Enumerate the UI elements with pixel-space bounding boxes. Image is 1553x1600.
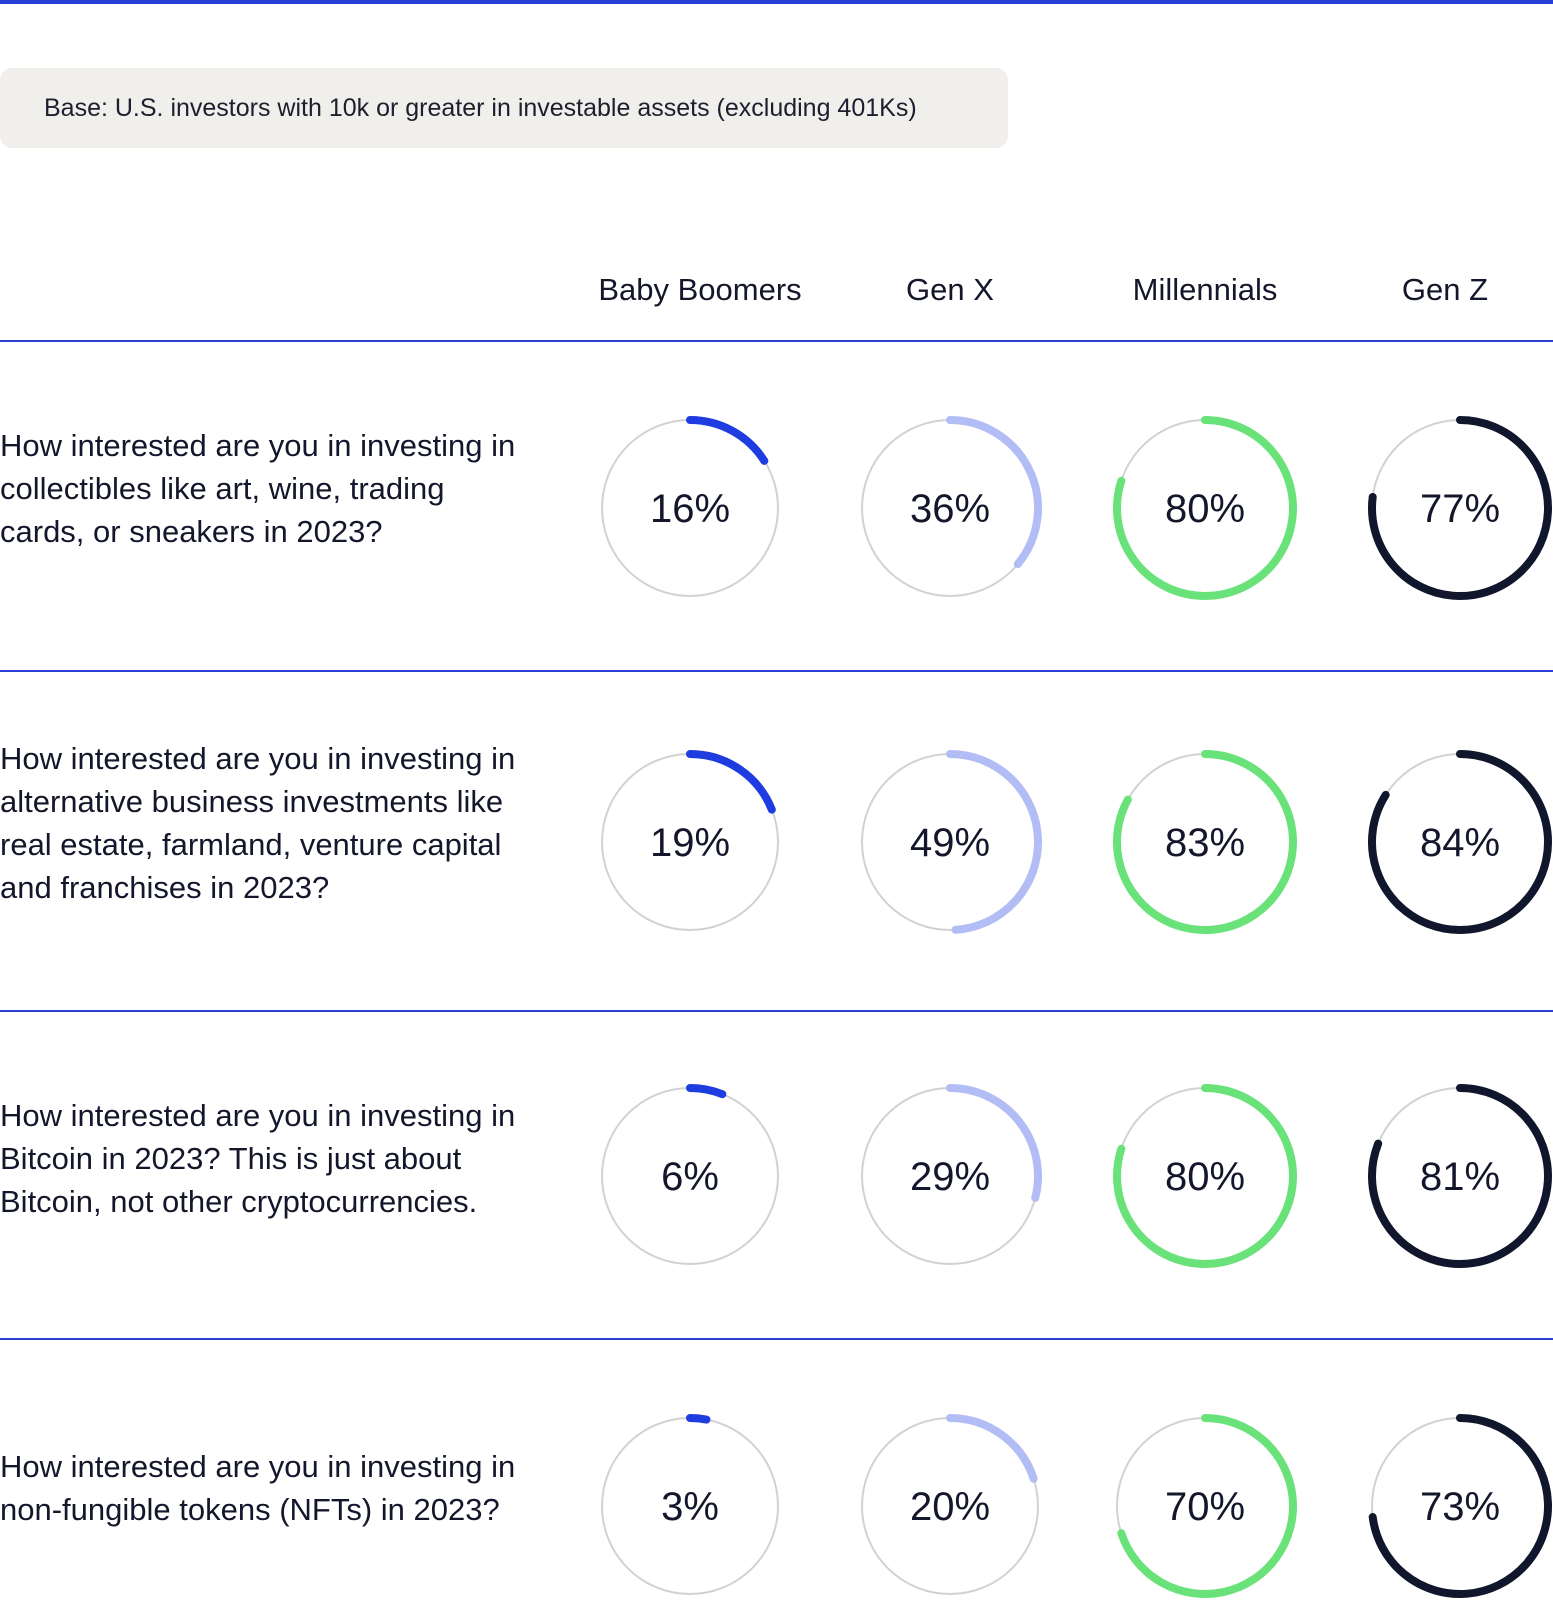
donut-arc-millennials-row-2	[1113, 750, 1297, 934]
donut-arc-gen-x-row-2	[946, 750, 1042, 934]
donut-arc-millennials-row-4	[1117, 1414, 1297, 1598]
question-collectibles: How interested are you in investing in c…	[0, 428, 516, 549]
donut-arc-millennials-row-3	[1113, 1084, 1297, 1268]
donut-arc-baby-boomers-row-4	[686, 1414, 711, 1424]
donut-arc-gen-z-row-4	[1368, 1414, 1552, 1598]
donut-label-gen-z-row-3: 81%	[1420, 1155, 1500, 1199]
question-bitcoin: How interested are you in investing in B…	[0, 1098, 516, 1219]
donut-arc-gen-x-row-3	[946, 1084, 1042, 1202]
divider	[0, 1338, 1553, 1340]
donut-label-millennials-row-3: 80%	[1165, 1155, 1245, 1199]
donut-label-millennials-row-1: 80%	[1165, 487, 1245, 531]
donut-arc-gen-x-row-1	[946, 416, 1043, 569]
donut-label-baby-boomers-row-4: 3%	[661, 1485, 719, 1529]
donut-arc-millennials-row-1	[1113, 416, 1297, 600]
base-note-text: Base: U.S. investors with 10k or greater…	[44, 93, 917, 122]
donut-arc-gen-x-row-4	[946, 1414, 1038, 1483]
divider	[0, 340, 1553, 342]
donut-label-millennials-row-4: 70%	[1165, 1485, 1245, 1529]
column-header-gen-z: Gen Z	[1401, 272, 1489, 307]
donut-label-baby-boomers-row-1: 16%	[650, 487, 730, 531]
divider	[0, 1010, 1553, 1012]
column-header-baby-boomers: Baby Boomers	[598, 272, 802, 307]
donut-arc-gen-z-row-2	[1368, 750, 1552, 934]
donut-label-gen-z-row-2: 84%	[1420, 821, 1500, 865]
donut-label-gen-x-row-4: 20%	[910, 1485, 990, 1529]
column-header-millennials: Millennials	[1132, 272, 1278, 307]
donut-arc-baby-boomers-row-2	[686, 750, 776, 814]
donut-arc-gen-z-row-3	[1368, 1084, 1552, 1268]
donut-arc-baby-boomers-row-1	[686, 416, 769, 465]
top-rule	[0, 0, 1553, 4]
question-nfts: How interested are you in investing in n…	[0, 1449, 516, 1527]
donut-label-millennials-row-2: 83%	[1165, 821, 1245, 865]
donut-arc-gen-z-row-1	[1368, 416, 1552, 600]
divider	[0, 670, 1553, 672]
base-note: Base: U.S. investors with 10k or greater…	[0, 68, 1008, 148]
donut-arc-baby-boomers-row-3	[686, 1084, 727, 1099]
donut-label-gen-z-row-4: 73%	[1420, 1485, 1500, 1529]
donut-label-gen-z-row-1: 77%	[1420, 487, 1500, 531]
column-header-gen-x: Gen X	[906, 272, 994, 307]
donut-label-gen-x-row-1: 36%	[910, 487, 990, 531]
donut-label-baby-boomers-row-3: 6%	[661, 1155, 719, 1199]
donut-label-gen-x-row-3: 29%	[910, 1155, 990, 1199]
question-alternative-business: How interested are you in investing in a…	[0, 741, 516, 905]
donut-label-gen-x-row-2: 49%	[910, 821, 990, 865]
donut-label-baby-boomers-row-2: 19%	[650, 821, 730, 865]
